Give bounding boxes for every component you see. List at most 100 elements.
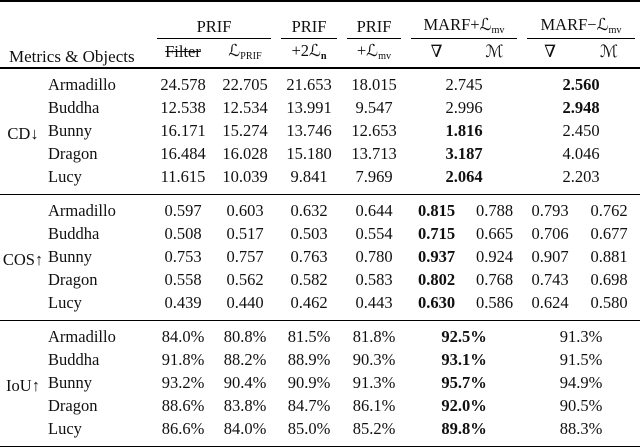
value-cell: 24.578 xyxy=(160,75,206,95)
value-cell: 9.547 xyxy=(355,98,393,118)
metrics-objects-header: Metrics & Objects xyxy=(9,47,135,67)
value-cell: 22.705 xyxy=(222,75,268,95)
value-cell: 0.597 xyxy=(164,201,202,221)
value-cell: 15.180 xyxy=(286,144,332,164)
value-cell: 84.7% xyxy=(287,396,331,416)
value-cell: 13.991 xyxy=(286,98,332,118)
value-cell: 81.5% xyxy=(287,327,331,347)
value-cell: 0.757 xyxy=(226,247,264,267)
value-cell: 9.841 xyxy=(290,167,328,187)
col-group-prif-lmv: PRIF xyxy=(342,1,406,39)
value-cell-marf-plus-grad: 0.937 xyxy=(417,247,456,267)
value-cell-marf-minus-grad: 0.624 xyxy=(531,293,569,313)
value-cell: 86.6% xyxy=(161,419,205,439)
value-cell: 0.554 xyxy=(355,224,393,244)
value-cell: 88.6% xyxy=(161,396,205,416)
object-name: Buddha xyxy=(48,350,100,370)
object-name: Dragon xyxy=(48,144,98,164)
mesh-symbol-icon: ℳ xyxy=(485,41,504,61)
object-name: Lucy xyxy=(48,419,82,439)
col-header-plus-2ln: +2ℒn xyxy=(291,40,327,62)
object-name: Armadillo xyxy=(48,75,116,95)
col-group-marf-minus: MARF−ℒmv xyxy=(522,1,640,39)
col-header-marf-plus-mesh: ℳ xyxy=(467,39,522,68)
value-cell-marf-plus: 89.8% xyxy=(441,419,487,439)
table-row: Buddha 0.508 0.517 0.503 0.554 0.715 0.6… xyxy=(0,223,640,246)
metric-label-cos: COS↑ xyxy=(2,249,44,269)
value-cell: 0.439 xyxy=(164,293,202,313)
value-cell: 80.8% xyxy=(223,327,267,347)
value-cell: 0.558 xyxy=(164,270,202,290)
value-cell: 86.1% xyxy=(352,396,396,416)
value-cell-marf-minus-mesh: 0.881 xyxy=(590,247,628,267)
nabla-icon: ∇ xyxy=(544,41,556,61)
value-cell: 12.534 xyxy=(222,98,268,118)
col-group-prif-filter: PRIF xyxy=(152,1,276,39)
value-cell: 88.9% xyxy=(287,350,331,370)
value-cell: 13.746 xyxy=(286,121,332,141)
object-name: Bunny xyxy=(48,247,93,267)
table-row: CD↓ Armadillo 24.578 22.705 21.653 18.01… xyxy=(0,68,640,143)
value-cell-marf-plus: 95.7% xyxy=(441,373,487,393)
table-row: Dragon 16.484 16.028 15.180 13.713 3.187… xyxy=(0,143,640,166)
value-cell: 91.3% xyxy=(352,373,396,393)
object-name: Lucy xyxy=(48,167,82,187)
value-cell: 13.713 xyxy=(351,144,397,164)
value-cell-marf-minus: 4.046 xyxy=(562,144,600,164)
marf-plus-title: MARF+ℒ xyxy=(423,14,492,34)
table-row: Buddha 91.8% 88.2% 88.9% 90.3% 93.1% 91.… xyxy=(0,349,640,372)
marf-plus-subscript: mv xyxy=(491,24,505,36)
value-cell-marf-plus: 1.816 xyxy=(445,121,483,141)
table-row: Bunny 16.171 15.274 13.746 12.653 1.816 … xyxy=(0,120,640,143)
col-header-marf-plus-grad: ∇ xyxy=(406,39,467,68)
prif-group-title: PRIF xyxy=(196,16,232,36)
mesh-symbol-icon: ℳ xyxy=(599,41,619,61)
value-cell: 85.0% xyxy=(287,419,331,439)
table-header: Metrics & Objects PRIF PRIF PRIF MARF+ℒm… xyxy=(0,1,640,68)
value-cell: 0.562 xyxy=(226,270,264,290)
value-cell-marf-plus: 92.5% xyxy=(441,327,487,347)
value-cell-marf-minus: 88.3% xyxy=(559,419,603,439)
value-cell: 0.763 xyxy=(290,247,328,267)
value-cell: 10.039 xyxy=(222,167,268,187)
value-cell-marf-plus-grad: 0.815 xyxy=(417,201,456,221)
col-group-prif-2ln: PRIF xyxy=(276,1,342,39)
value-cell: 16.484 xyxy=(160,144,206,164)
table-row: COS↑ Armadillo 0.597 0.603 0.632 0.644 0… xyxy=(0,195,640,268)
value-cell-marf-minus-mesh: 0.580 xyxy=(590,293,628,313)
value-cell: 90.3% xyxy=(352,350,396,370)
value-cell: 15.274 xyxy=(222,121,268,141)
value-cell-marf-minus-grad: 0.743 xyxy=(531,270,569,290)
value-cell: 16.028 xyxy=(222,144,268,164)
value-cell-marf-plus: 2.064 xyxy=(445,167,483,187)
table-row: Lucy 86.6% 84.0% 85.0% 85.2% 89.8% 88.3% xyxy=(0,418,640,447)
value-cell-marf-minus: 2.450 xyxy=(562,121,600,141)
metric-label-cd: CD↓ xyxy=(7,123,39,143)
prif-group-title: PRIF xyxy=(291,16,327,36)
section-cd: CD↓ Armadillo 24.578 22.705 21.653 18.01… xyxy=(0,68,640,195)
value-cell-marf-plus-mesh: 0.788 xyxy=(475,201,514,221)
value-cell: 85.2% xyxy=(352,419,396,439)
value-cell: 0.753 xyxy=(164,247,202,267)
table-row: Bunny 93.2% 90.4% 90.9% 91.3% 95.7% 94.9… xyxy=(0,372,640,395)
value-cell: 0.644 xyxy=(355,201,393,221)
value-cell-marf-minus-grad: 0.907 xyxy=(531,247,569,267)
value-cell-marf-plus-grad: 0.630 xyxy=(417,293,456,313)
value-cell-marf-plus: 93.1% xyxy=(441,350,487,370)
value-cell-marf-plus-grad: 0.802 xyxy=(417,270,456,290)
object-name: Buddha xyxy=(48,98,100,118)
value-cell: 12.653 xyxy=(351,121,397,141)
value-cell: 90.9% xyxy=(287,373,331,393)
value-cell: 84.0% xyxy=(161,327,205,347)
value-cell-marf-minus: 2.203 xyxy=(562,167,600,187)
value-cell: 0.583 xyxy=(355,270,393,290)
nabla-icon: ∇ xyxy=(430,41,443,61)
value-cell: 0.443 xyxy=(355,293,393,313)
value-cell-marf-plus-grad: 0.715 xyxy=(417,224,456,244)
value-cell-marf-minus: 94.9% xyxy=(559,373,603,393)
table-row: Dragon 88.6% 83.8% 84.7% 86.1% 92.0% 90.… xyxy=(0,395,640,418)
object-name: Armadillo xyxy=(48,327,116,347)
value-cell: 7.969 xyxy=(355,167,393,187)
